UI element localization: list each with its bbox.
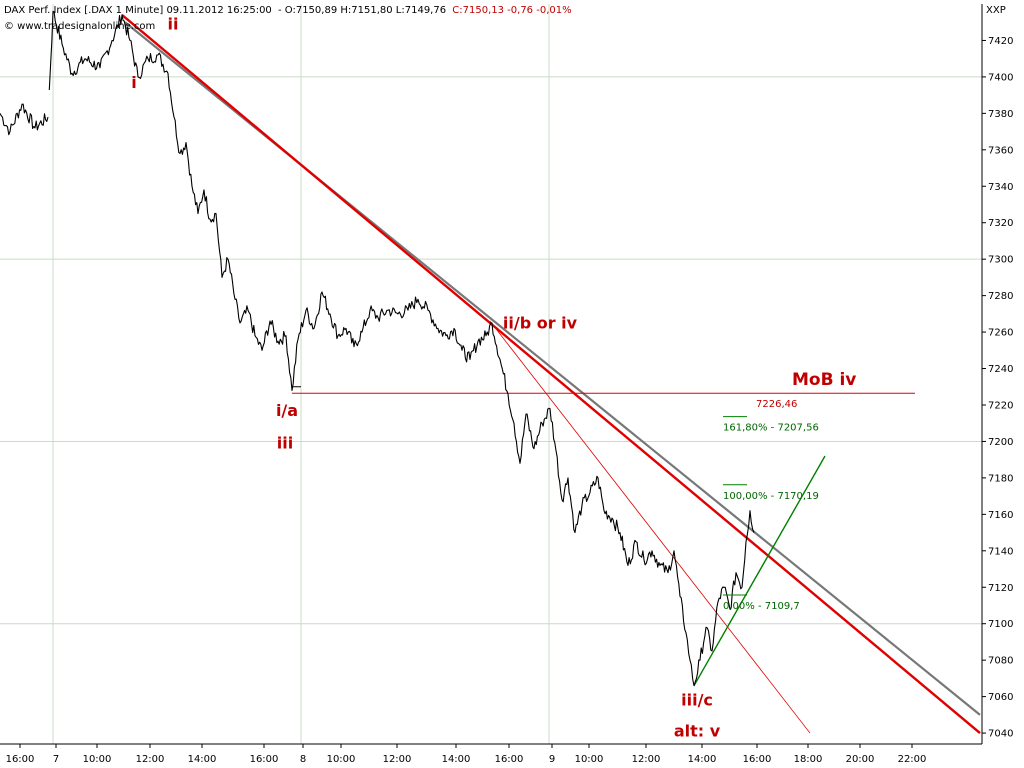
symbol-code: XXP [986,5,1006,16]
y-tick-label: 7080 [988,656,1013,667]
grid [0,4,982,744]
x-tick-label: 10:00 [327,754,356,765]
price-line [0,10,755,687]
x-tick-label: 10:00 [575,754,604,765]
x-tick-label: 14:00 [688,754,717,765]
trend-lines [121,14,981,734]
website-credit: © www.tradesignalonline.com [4,21,155,32]
x-tick-label: 8 [300,754,306,765]
y-tick-label: 7420 [988,36,1013,47]
x-tick-label: 10:00 [83,754,112,765]
header-close: C:7150,13 -0,76 -0,01% [452,5,571,16]
mob-level-value: 7226,46 [756,399,797,410]
x-tick-label: 16:00 [495,754,524,765]
header-ohlc: - O:7150,89 H:7151,80 L:7149,76 [278,5,446,16]
x-tick-label: 12:00 [383,754,412,765]
x-tick-label: 22:00 [898,754,927,765]
y-tick-label: 7040 [988,729,1013,740]
x-tick-label: 12:00 [632,754,661,765]
y-tick-label: 7360 [988,145,1013,156]
fib-label: 161,80% - 7207,56 [723,423,819,434]
x-tick-label: 18:00 [794,754,823,765]
y-tick-label: 7280 [988,291,1013,302]
red-trend-line [121,14,981,734]
y-tick-label: 7160 [988,510,1013,521]
wave-label: iii/c [681,691,713,710]
y-tick-label: 7120 [988,583,1013,594]
axes: 7040 7060 7080 7100 7120 7140 7160 7180 7200 7220… [0,4,1013,765]
x-tick-label: 14:00 [188,754,217,765]
fib-label: 0,00% - 7109,7 [723,601,800,612]
thin-red-trend-line [489,320,811,734]
mob-label: MoB iv [792,370,856,390]
x-tick-label: 14:00 [442,754,471,765]
y-tick-label: 7060 [988,692,1013,703]
y-tick-label: 7180 [988,473,1013,484]
chart-header: DAX Perf. Index [.DAX 1 Minute] 09.11.20… [4,5,572,16]
x-tick-label: 20:00 [846,754,875,765]
wave-label: ii [168,15,179,34]
x-tick-label: 16:00 [250,754,279,765]
price-series [0,10,755,687]
y-tick-label: 7200 [988,437,1013,448]
y-tick-label: 7140 [988,546,1013,557]
x-tick-label: 16:00 [6,754,35,765]
y-tick-label: 7340 [988,182,1013,193]
wave-label: i [131,73,136,92]
y-tick-label: 7380 [988,109,1013,120]
y-tick-label: 7240 [988,364,1013,375]
wave-label: alt: v [674,722,721,741]
green-support-line [693,455,826,687]
header-title: DAX Perf. Index [.DAX 1 Minute] 09.11.20… [4,5,272,16]
fib-label: 100,00% - 7170,19 [723,491,819,502]
wave-label: ii/b or iv [503,313,578,332]
x-tick-label: 7 [53,754,59,765]
y-tick-label: 7260 [988,328,1013,339]
y-tick-label: 7320 [988,218,1013,229]
wave-label: iii [277,434,293,453]
y-tick-label: 7220 [988,400,1013,411]
x-tick-label: 12:00 [136,754,165,765]
wave-label: i/a [276,401,298,420]
annotations: 7226,46 MoB iv 161,80% - 7207,56 100,00% - … [131,15,856,741]
x-tick-label: 9 [549,754,555,765]
y-tick-label: 7300 [988,255,1013,266]
x-tick-label: 16:00 [743,754,772,765]
y-tick-label: 7400 [988,72,1013,83]
y-tick-label: 7100 [988,619,1013,630]
